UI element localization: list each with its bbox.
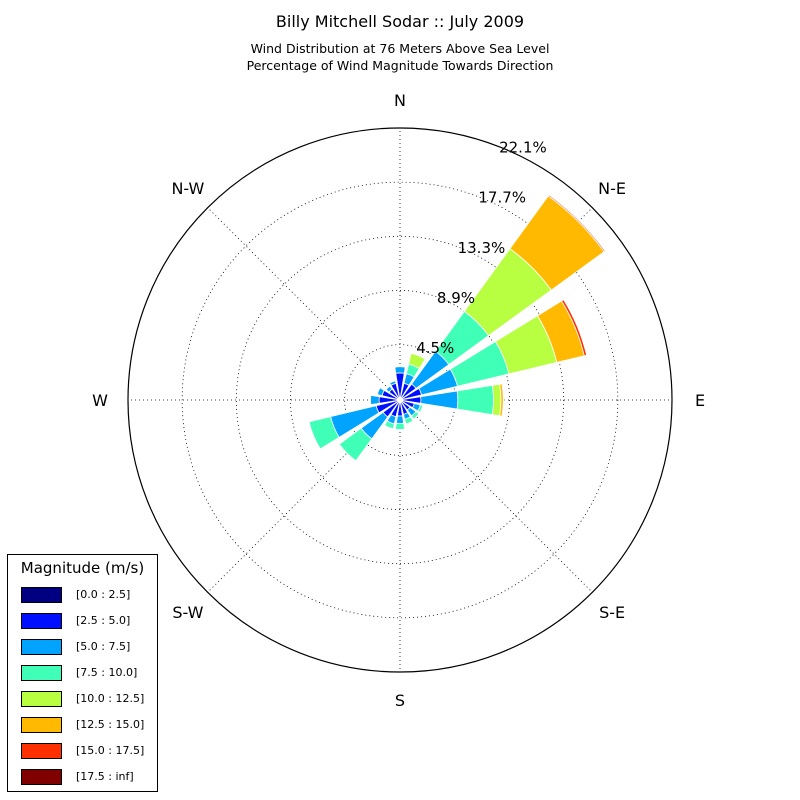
radial-tick-label: 17.7% — [478, 189, 526, 207]
wedge-sw-bin-3 — [338, 427, 373, 462]
radial-gridline — [181, 181, 619, 619]
angular-gridline — [399, 399, 593, 593]
legend-label: [7.5 : 10.0] — [76, 666, 138, 679]
direction-label-w: W — [92, 391, 108, 410]
legend-swatch — [21, 717, 62, 733]
wedge-n-bin-2 — [394, 366, 406, 374]
legend-swatch — [21, 613, 62, 629]
legend: Magnitude (m/s) [0.0 : 2.5] [2.5 : 5.0] [5… — [7, 554, 158, 792]
legend-swatch — [21, 691, 62, 707]
wedge-e-bin-3 — [456, 384, 494, 416]
legend-label: [0.0 : 2.5] — [76, 588, 131, 601]
legend-swatch — [21, 639, 62, 655]
legend-swatch — [21, 665, 62, 681]
wedge-s-bin-3 — [394, 422, 406, 430]
wedge-e-bin-6 — [501, 383, 505, 417]
legend-swatch — [21, 769, 62, 785]
angular-gridline — [207, 207, 401, 401]
direction-label-s-w: S-W — [172, 603, 203, 622]
wedge-s-bin-2 — [395, 415, 405, 424]
legend-label: [17.5 : inf] — [76, 770, 134, 783]
polar-frame — [127, 127, 673, 673]
legend-label: [2.5 : 5.0] — [76, 614, 131, 627]
wedge-sse-bin-3 — [404, 416, 414, 425]
radial-tick-label: 13.3% — [458, 239, 506, 257]
wedge-ne-bin-6 — [547, 194, 606, 253]
chart-subtitle-line-1: Wind Distribution at 76 Meters Above Sea… — [250, 41, 550, 56]
radial-tick-label: 4.5% — [416, 339, 454, 357]
legend-label: [15.0 : 17.5] — [76, 744, 145, 757]
direction-label-n-w: N-W — [171, 179, 204, 198]
wedge-nw-bin-2 — [385, 385, 393, 393]
radial-tick-label: 22.1% — [499, 139, 547, 157]
wedge-se-bin-3 — [411, 411, 420, 420]
wedge-w-bin-2 — [370, 394, 380, 406]
wedge-nnw-bin-2 — [389, 380, 397, 386]
legend-label: [5.0 : 7.5] — [76, 640, 131, 653]
wedge-ese-bin-3 — [417, 404, 424, 413]
legend-swatch — [21, 587, 62, 603]
chart-title: Billy Mitchell Sodar :: July 2009 — [275, 12, 525, 31]
direction-label-n: N — [394, 91, 406, 110]
direction-label-s-e: S-E — [599, 603, 625, 622]
wedge-wnw-bin-2 — [376, 387, 385, 397]
wedge-e-bin-4 — [491, 383, 502, 417]
legend-label: [10.0 : 12.5] — [76, 692, 145, 705]
chart-subtitle-line-2: Percentage of Wind Magnitude Towards Dir… — [246, 58, 554, 73]
direction-label-s: S — [395, 691, 405, 710]
wedge-nne-bin-4 — [408, 352, 426, 370]
wedge-ene-bin-7 — [563, 298, 588, 356]
radial-gridline — [235, 235, 565, 565]
wedge-wsw-bin-3 — [308, 416, 340, 450]
direction-label-e: E — [695, 391, 705, 410]
wedge-ssw-bin-3 — [384, 420, 395, 430]
legend-title: Magnitude (m/s) — [20, 559, 145, 577]
legend-swatch — [21, 743, 62, 759]
direction-label-n-e: N-E — [598, 179, 626, 198]
legend-label: [12.5 : 15.0] — [76, 718, 145, 731]
radial-tick-label: 8.9% — [437, 289, 475, 307]
